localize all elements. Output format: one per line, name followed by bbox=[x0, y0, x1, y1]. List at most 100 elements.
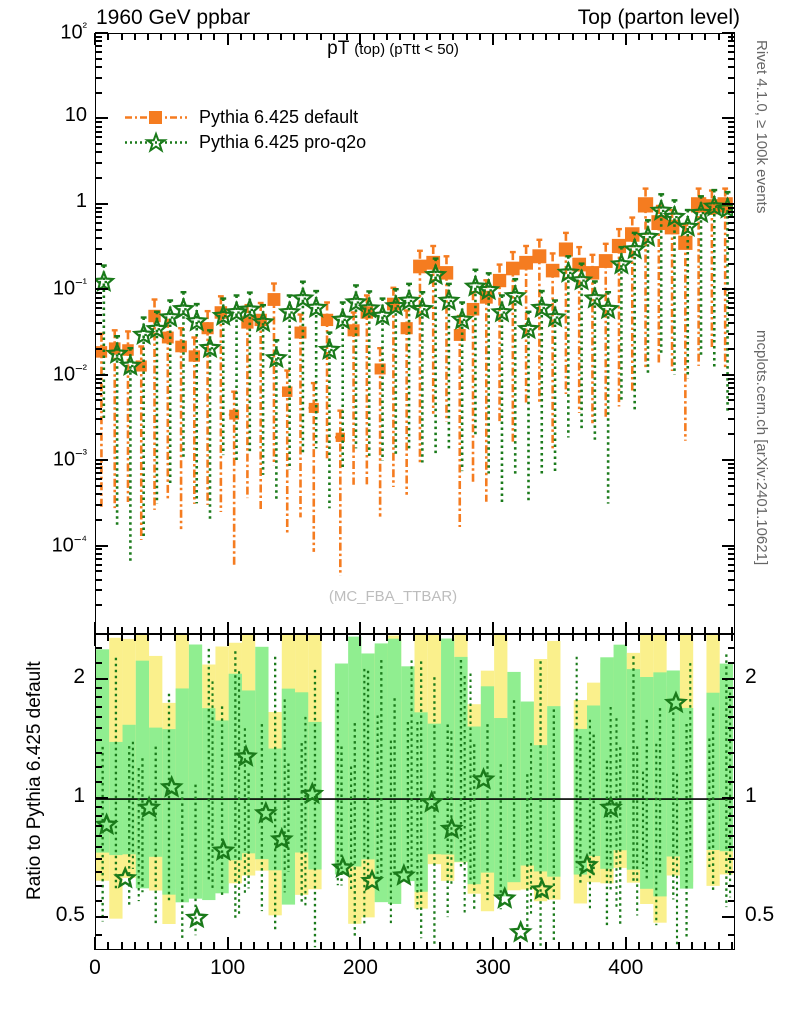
axis-tick bbox=[412, 634, 415, 641]
axis-tick bbox=[452, 33, 455, 40]
axis-tick bbox=[717, 634, 720, 641]
axis-tick bbox=[478, 627, 481, 634]
axis-tick bbox=[95, 548, 102, 551]
axis-tick bbox=[728, 797, 735, 800]
axis-tick bbox=[95, 780, 102, 783]
axis-tick bbox=[505, 627, 508, 634]
axis-tick bbox=[664, 627, 667, 634]
axis-tick bbox=[213, 634, 216, 641]
axis-tick bbox=[518, 627, 521, 634]
axis-tick bbox=[226, 937, 229, 950]
axis-tick bbox=[728, 815, 735, 818]
axis-tick bbox=[95, 151, 102, 154]
axis-tick bbox=[120, 942, 123, 950]
axis-tick bbox=[95, 292, 102, 295]
axis-tick bbox=[728, 716, 735, 719]
plot-subtitle-main: pT bbox=[327, 38, 349, 59]
axis-tick bbox=[728, 262, 735, 265]
axis-tick bbox=[439, 627, 442, 634]
axis-tick bbox=[728, 846, 735, 849]
axis-tick bbox=[95, 381, 102, 384]
axis-tick bbox=[728, 805, 735, 808]
axis-tick bbox=[728, 739, 735, 742]
axis-tick bbox=[728, 472, 735, 475]
axis-tick bbox=[728, 858, 735, 861]
axis-tick bbox=[531, 627, 534, 634]
axis-tick bbox=[95, 40, 102, 43]
axis-tick bbox=[95, 478, 102, 481]
ratio-plot-canvas bbox=[96, 635, 733, 948]
axis-tick bbox=[439, 634, 442, 641]
axis-tick bbox=[306, 942, 309, 950]
ratio-y-tick-label-left: 0.5 bbox=[55, 903, 85, 927]
axis-tick bbox=[95, 563, 102, 566]
axis-tick bbox=[213, 942, 216, 950]
axis-tick bbox=[95, 835, 102, 838]
y-axis-tick-label: 10 bbox=[64, 104, 87, 127]
y-axis-tick-label: 10−⁴ bbox=[51, 531, 87, 557]
axis-tick bbox=[186, 942, 189, 950]
axis-tick bbox=[728, 125, 735, 128]
axis-tick bbox=[186, 627, 189, 634]
axis-tick bbox=[95, 686, 102, 689]
axis-tick bbox=[95, 646, 102, 649]
axis-tick bbox=[173, 634, 176, 641]
axis-tick bbox=[200, 942, 203, 950]
axis-tick bbox=[728, 247, 735, 250]
axis-tick bbox=[728, 91, 735, 94]
axis-tick bbox=[638, 33, 641, 40]
axis-tick bbox=[95, 739, 102, 742]
axis-tick bbox=[638, 942, 641, 950]
axis-tick bbox=[95, 899, 102, 902]
axis-tick bbox=[253, 634, 256, 641]
axis-tick bbox=[465, 627, 468, 634]
axis-tick bbox=[624, 634, 627, 646]
main-plot-panel bbox=[95, 33, 735, 634]
axis-tick bbox=[95, 32, 108, 34]
axis-tick bbox=[728, 377, 735, 380]
axis-tick bbox=[728, 557, 735, 560]
axis-tick bbox=[728, 50, 735, 53]
axis-tick bbox=[728, 727, 735, 730]
axis-tick bbox=[372, 942, 375, 950]
axis-tick bbox=[558, 627, 561, 634]
axis-tick bbox=[728, 407, 735, 410]
axis-tick bbox=[505, 634, 508, 641]
axis-tick bbox=[385, 627, 388, 634]
axis-tick bbox=[728, 211, 735, 214]
axis-tick bbox=[728, 399, 735, 402]
axis-tick bbox=[452, 634, 455, 641]
axis-tick bbox=[95, 678, 102, 681]
axis-tick bbox=[611, 942, 614, 950]
axis-tick bbox=[239, 942, 242, 950]
axis-tick bbox=[728, 916, 735, 919]
axis-tick bbox=[728, 121, 735, 124]
axis-tick bbox=[728, 307, 735, 310]
axis-tick bbox=[200, 634, 203, 641]
axis-tick bbox=[412, 33, 415, 40]
axis-tick bbox=[399, 634, 402, 641]
axis-tick bbox=[492, 33, 495, 45]
axis-tick bbox=[226, 622, 229, 634]
axis-tick bbox=[94, 33, 96, 45]
axis-tick bbox=[728, 678, 735, 681]
axis-tick bbox=[95, 752, 102, 754]
axis-tick bbox=[95, 407, 102, 410]
axis-tick bbox=[651, 627, 654, 634]
axis-tick bbox=[545, 627, 548, 634]
axis-tick bbox=[677, 33, 680, 40]
axis-tick bbox=[95, 211, 102, 214]
axis-tick bbox=[266, 33, 269, 40]
axis-tick bbox=[372, 634, 375, 641]
axis-tick bbox=[279, 33, 282, 40]
axis-tick bbox=[346, 942, 349, 950]
axis-tick bbox=[319, 634, 322, 641]
axis-tick bbox=[253, 942, 256, 950]
axis-tick bbox=[704, 942, 707, 950]
axis-tick bbox=[95, 493, 102, 496]
caption-mcplots: mcplots.cern.ch [arXiv:2401.10621] bbox=[753, 330, 770, 566]
axis-tick bbox=[399, 627, 402, 634]
axis-tick bbox=[691, 627, 694, 634]
axis-tick bbox=[518, 634, 521, 641]
axis-tick bbox=[412, 627, 415, 634]
